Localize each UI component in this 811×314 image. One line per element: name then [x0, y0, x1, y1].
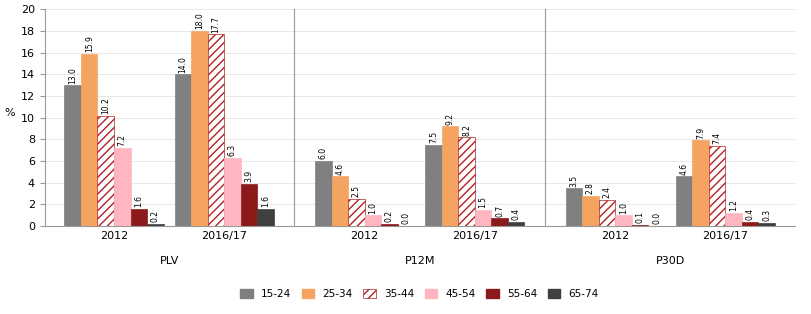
- Bar: [458, 137, 474, 226]
- Bar: [725, 213, 742, 226]
- Bar: [599, 200, 616, 226]
- Text: 2.5: 2.5: [352, 185, 361, 198]
- Text: 7.2: 7.2: [118, 134, 127, 146]
- Text: 10.2: 10.2: [101, 97, 110, 114]
- Bar: [174, 74, 191, 226]
- Text: 7.4: 7.4: [713, 132, 722, 144]
- Text: PLV: PLV: [160, 257, 178, 266]
- Text: 8.2: 8.2: [462, 124, 471, 136]
- Text: 0.2: 0.2: [151, 210, 160, 222]
- Text: 1.0: 1.0: [368, 202, 377, 214]
- Bar: [616, 215, 632, 226]
- Text: 4.6: 4.6: [680, 163, 689, 175]
- Bar: [381, 224, 397, 226]
- Text: 7.5: 7.5: [429, 131, 438, 143]
- Text: 0.1: 0.1: [636, 211, 645, 223]
- Bar: [315, 161, 332, 226]
- Bar: [632, 225, 648, 226]
- Bar: [81, 54, 97, 226]
- Bar: [491, 219, 508, 226]
- Bar: [565, 188, 582, 226]
- Text: 0.4: 0.4: [745, 208, 755, 220]
- Text: 0.0: 0.0: [401, 212, 410, 225]
- Bar: [709, 146, 725, 226]
- Text: 4.6: 4.6: [335, 163, 345, 175]
- Text: 2.8: 2.8: [586, 182, 595, 194]
- Text: 0.0: 0.0: [652, 212, 661, 225]
- Bar: [224, 158, 241, 226]
- Text: 7.9: 7.9: [696, 127, 705, 139]
- Bar: [114, 148, 131, 226]
- Text: 17.7: 17.7: [212, 16, 221, 33]
- Text: 1.0: 1.0: [619, 202, 628, 214]
- Text: 6.3: 6.3: [228, 144, 237, 156]
- Bar: [241, 184, 257, 226]
- Y-axis label: %: %: [4, 108, 15, 118]
- Bar: [676, 176, 693, 226]
- Bar: [425, 145, 442, 226]
- Text: 0.7: 0.7: [495, 205, 504, 217]
- Bar: [97, 116, 114, 226]
- Bar: [257, 209, 274, 226]
- Bar: [208, 34, 224, 226]
- Text: 13.0: 13.0: [68, 67, 77, 84]
- Text: 9.2: 9.2: [445, 113, 454, 125]
- Text: 3.5: 3.5: [569, 174, 578, 187]
- Text: 6.0: 6.0: [319, 147, 328, 160]
- Text: 1.6: 1.6: [261, 195, 270, 207]
- Bar: [742, 222, 758, 226]
- Text: 0.3: 0.3: [762, 209, 771, 221]
- Bar: [442, 127, 458, 226]
- Text: 2.4: 2.4: [603, 187, 611, 198]
- Text: 15.9: 15.9: [84, 35, 94, 52]
- Text: 1.2: 1.2: [729, 200, 738, 211]
- Text: 1.6: 1.6: [135, 195, 144, 207]
- Bar: [582, 196, 599, 226]
- Text: 0.4: 0.4: [512, 208, 521, 220]
- Text: P12M: P12M: [405, 257, 435, 266]
- Text: 0.2: 0.2: [385, 210, 394, 222]
- Bar: [365, 215, 381, 226]
- Bar: [147, 224, 164, 226]
- Text: 14.0: 14.0: [178, 56, 187, 73]
- Bar: [332, 176, 348, 226]
- Bar: [508, 222, 525, 226]
- Bar: [693, 140, 709, 226]
- Text: 18.0: 18.0: [195, 13, 204, 30]
- Bar: [474, 210, 491, 226]
- Text: 3.9: 3.9: [244, 170, 254, 182]
- Legend: 15-24, 25-34, 35-44, 45-54, 55-64, 65-74: 15-24, 25-34, 35-44, 45-54, 55-64, 65-74: [236, 285, 603, 303]
- Bar: [191, 31, 208, 226]
- Bar: [758, 223, 775, 226]
- Bar: [131, 209, 147, 226]
- Text: 1.5: 1.5: [478, 196, 487, 208]
- Text: P30D: P30D: [655, 257, 685, 266]
- Bar: [64, 85, 81, 226]
- Bar: [348, 199, 365, 226]
